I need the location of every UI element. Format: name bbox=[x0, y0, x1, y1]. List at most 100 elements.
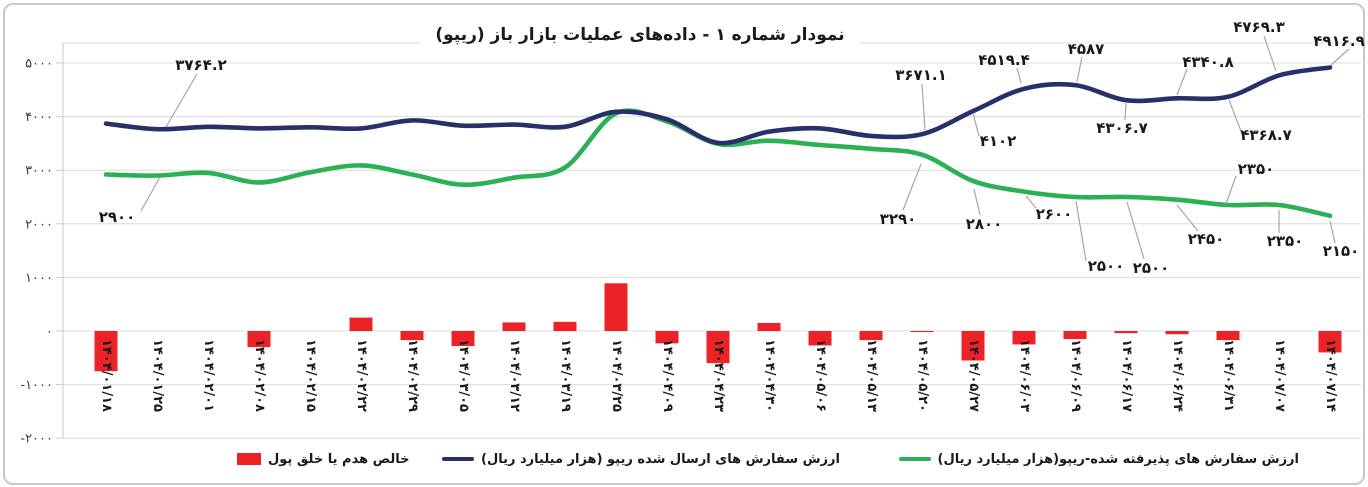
net-bar bbox=[451, 331, 475, 347]
net-bar bbox=[706, 331, 730, 364]
annotation-value-label: ۲۳۵۰ bbox=[1238, 160, 1275, 178]
annotation-value-label: ۳۶۷۱.۱ bbox=[895, 66, 946, 84]
svg-text:۱۴۰۴/۰۷/۰۷: ۱۴۰۴/۰۷/۰۷ bbox=[1272, 339, 1287, 412]
annotation-leader-line bbox=[1124, 102, 1127, 121]
svg-text:-۱۰۰۰: -۱۰۰۰ bbox=[20, 378, 53, 393]
svg-text:۱۴۰۴/۰۳/۲۵: ۱۴۰۴/۰۳/۲۵ bbox=[609, 339, 624, 412]
svg-text:۰: ۰ bbox=[46, 325, 53, 340]
net-bar bbox=[604, 283, 628, 331]
annotation-leader-line bbox=[1225, 175, 1237, 205]
svg-text:۱۴۰۴/۰۲/۱۵: ۱۴۰۴/۰۲/۱۵ bbox=[303, 339, 318, 412]
annotation-leader-line bbox=[1329, 220, 1336, 244]
x-axis-labels: ۱۴۰۴/۰۱/۱۸ ۱۴۰۴/۰۱/۲۵ ۱۴۰۴/۰۲/۰۱ ۱۴۰۴/۰۲/۰۸… bbox=[99, 339, 1338, 412]
annotation-leader-line bbox=[140, 176, 161, 212]
y-gridlines bbox=[56, 42, 1361, 439]
svg-text:۱۴۰۴/۰۳/۱۹: ۱۴۰۴/۰۳/۱۹ bbox=[558, 339, 573, 412]
legend: خالص هدم یا خلق پول ارزش سفارش های ارسال… bbox=[5, 449, 1367, 473]
annotation-value-label: ۲۵۰۰ bbox=[1133, 259, 1170, 277]
net-bar bbox=[859, 331, 883, 341]
annotation-value-label: ۴۳۴۰.۸ bbox=[1182, 53, 1233, 71]
annotation-leader-line bbox=[972, 112, 980, 137]
annotation-leader-line bbox=[1176, 68, 1188, 96]
annotation-leader-line bbox=[1263, 35, 1277, 72]
annotation-leader-line bbox=[921, 83, 926, 131]
svg-text:۱۴۰۴/۰۷/۱۴: ۱۴۰۴/۰۷/۱۴ bbox=[1323, 339, 1338, 412]
annotation-value-label: ۴۵۱۹.۴ bbox=[978, 51, 1029, 69]
sent-line bbox=[103, 65, 1333, 146]
net-bar bbox=[1012, 331, 1036, 345]
net-bar bbox=[502, 322, 526, 331]
svg-text:۳۰۰۰: ۳۰۰۰ bbox=[25, 164, 53, 179]
annotation-leader-line bbox=[1126, 201, 1145, 260]
svg-text:۴۰۰۰: ۴۰۰۰ bbox=[25, 110, 53, 125]
svg-text:۱۰۰۰: ۱۰۰۰ bbox=[25, 271, 53, 286]
annotation-leader-line bbox=[1076, 56, 1083, 83]
net-bar bbox=[400, 331, 424, 341]
legend-accepted-label: ارزش سفارش های پذیرفته شده-ریپو(هزار میل… bbox=[937, 451, 1299, 467]
svg-text:۱۴۰۴/۰۳/۰۵: ۱۴۰۴/۰۳/۰۵ bbox=[456, 339, 471, 412]
svg-text:۲۰۰۰: ۲۰۰۰ bbox=[25, 217, 53, 232]
net-bar bbox=[1318, 331, 1342, 353]
svg-text:۱۴۰۴/۰۶/۱۷: ۱۴۰۴/۰۶/۱۷ bbox=[1119, 339, 1134, 412]
annotation-leader-line bbox=[1016, 67, 1022, 84]
annotation-leader-line bbox=[165, 73, 198, 128]
svg-text:۱۴۰۴/۰۴/۰۹: ۱۴۰۴/۰۴/۰۹ bbox=[660, 339, 675, 412]
net-bars bbox=[94, 283, 1342, 372]
annotation-value-label: ۴۵۸۷ bbox=[1068, 40, 1105, 58]
svg-text:۱۴۰۴/۰۲/۲۹: ۱۴۰۴/۰۲/۲۹ bbox=[405, 339, 420, 412]
annotation-leader-line bbox=[1330, 48, 1350, 66]
annotation-value-label: ۴۱۰۲ bbox=[980, 132, 1017, 150]
svg-text:۱۴۰۴/۰۲/۲۲: ۱۴۰۴/۰۲/۲۲ bbox=[354, 339, 369, 412]
chart-frame: ۵۰۰۰ ۴۰۰۰ ۳۰۰۰ ۲۰۰۰ ۱۰۰۰ ۰ -۱۰۰۰ -۲۰۰۰ ۱۴۰۴/۰۱/۱… bbox=[3, 3, 1365, 485]
annotation-value-label: ۲۴۵۰ bbox=[1188, 230, 1225, 248]
annotation-value-label: ۴۳۰۶.۷ bbox=[1096, 119, 1147, 137]
annotation-leader-line bbox=[902, 163, 922, 211]
svg-text:۱۴۰۴/۰۳/۱۲: ۱۴۰۴/۰۳/۱۲ bbox=[507, 339, 522, 412]
svg-text:۱۴۰۴/۰۲/۰۱: ۱۴۰۴/۰۲/۰۱ bbox=[201, 339, 216, 412]
svg-text:۱۴۰۴/۰۵/۲۰: ۱۴۰۴/۰۵/۲۰ bbox=[915, 339, 930, 412]
net-bar bbox=[1114, 331, 1138, 334]
svg-text:-۲۰۰۰: -۲۰۰۰ bbox=[20, 432, 53, 447]
net-bar bbox=[94, 331, 118, 372]
annotation-value-label: ۲۸۰۰ bbox=[966, 215, 1003, 233]
title-row: نمودار شماره ۱ - داده‌های عملیات بازار ب… bbox=[5, 25, 1275, 45]
legend-item-net-money: خالص هدم یا خلق پول bbox=[237, 449, 410, 469]
net-bar bbox=[655, 331, 679, 344]
net-bar bbox=[1063, 331, 1087, 340]
net-bar bbox=[1165, 331, 1189, 335]
annotation-value-label: ۲۵۰۰ bbox=[1088, 257, 1125, 275]
legend-item-accepted-orders: ارزش سفارش های پذیرفته شده-ریپو(هزار میل… bbox=[898, 449, 1299, 469]
annotation-value-label: ۳۲۹۰ bbox=[880, 210, 917, 228]
legend-net-label: خالص هدم یا خلق پول bbox=[268, 451, 410, 467]
svg-text:۱۴۰۴/۰۶/۰۳: ۱۴۰۴/۰۶/۰۳ bbox=[1017, 339, 1032, 412]
annotation-leader-line bbox=[1228, 99, 1242, 132]
chart-canvas: ۵۰۰۰ ۴۰۰۰ ۳۰۰۰ ۲۰۰۰ ۱۰۰۰ ۰ -۱۰۰۰ -۲۰۰۰ ۱۴۰۴/۰۱/۱… bbox=[20, 18, 1365, 447]
annotation-value-label: ۴۹۱۶.۹ bbox=[1313, 32, 1364, 50]
net-bar bbox=[349, 317, 373, 331]
svg-text:۱۴۰۴/۰۲/۰۸: ۱۴۰۴/۰۲/۰۸ bbox=[252, 339, 267, 412]
annotation-value-label: ۳۷۶۴.۲ bbox=[175, 56, 226, 74]
annotation-value-label: ۲۶۰۰ bbox=[1036, 205, 1073, 223]
annotation-leader-line bbox=[1025, 195, 1037, 209]
svg-text:۱۴۰۴/۰۶/۲۴: ۱۴۰۴/۰۶/۲۴ bbox=[1170, 339, 1185, 412]
annotation-value-label: ۴۳۶۸.۷ bbox=[1240, 126, 1291, 144]
svg-text:۱۴۰۴/۰۵/۲۷: ۱۴۰۴/۰۵/۲۷ bbox=[966, 339, 981, 412]
annotation-leader-line bbox=[973, 188, 981, 216]
annotation-value-label: ۴۷۶۹.۳ bbox=[1233, 18, 1284, 36]
svg-text:۵۰۰۰: ۵۰۰۰ bbox=[25, 57, 53, 72]
accepted-line-swatch-icon bbox=[898, 457, 931, 461]
annotation-leader-line bbox=[1075, 200, 1087, 262]
net-bar bbox=[757, 322, 781, 331]
net-bar bbox=[961, 331, 985, 361]
annotation-value-label: ۲۹۰۰ bbox=[99, 208, 136, 226]
svg-text:۱۴۰۴/۰۱/۲۵: ۱۴۰۴/۰۱/۲۵ bbox=[150, 339, 165, 412]
net-bar bbox=[1216, 331, 1240, 341]
annotation-value-label: ۲۱۵۰ bbox=[1323, 242, 1360, 260]
y-axis-labels: ۵۰۰۰ ۴۰۰۰ ۳۰۰۰ ۲۰۰۰ ۱۰۰۰ ۰ -۱۰۰۰ -۲۰۰۰ bbox=[20, 57, 53, 447]
svg-text:۱۴۰۴/۰۵/۱۳: ۱۴۰۴/۰۵/۱۳ bbox=[864, 339, 879, 412]
net-bar bbox=[910, 331, 934, 333]
svg-text:۱۴۰۴/۰۴/۳۰: ۱۴۰۴/۰۴/۳۰ bbox=[762, 339, 777, 412]
net-bar bbox=[553, 321, 577, 331]
data-annotations: ۳۷۶۴.۲ ۳۶۷۱.۱ ۴۱۰۲ ۴۵۱۹.۴ ۴۵۸۷ ۴۳۰۶.۷ ۴۳۴۰.۸ ۴۳… bbox=[99, 18, 1365, 277]
svg-text:۱۴۰۴/۰۵/۰۶: ۱۴۰۴/۰۵/۰۶ bbox=[813, 339, 828, 412]
